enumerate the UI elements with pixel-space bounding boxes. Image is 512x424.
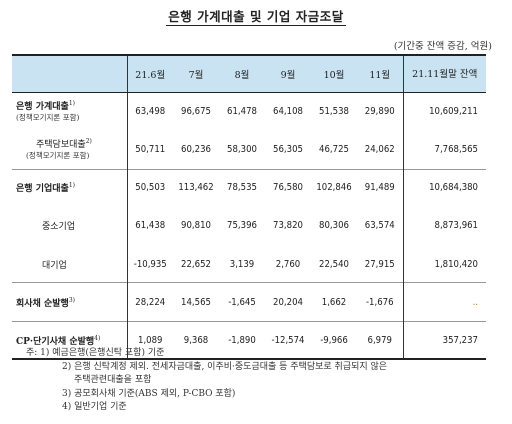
cell-balance: 1,810,420	[402, 246, 486, 283]
cell: 20,204	[265, 282, 311, 322]
unit-note: (기간중 잔액 증감, 억원)	[393, 41, 492, 52]
cell: 1,089	[126, 321, 173, 360]
cell: 63,498	[126, 92, 173, 129]
cell: 61,478	[227, 105, 257, 117]
cell: 96,675	[181, 105, 211, 117]
footnote: 주택관련대출을 포함	[74, 375, 152, 385]
table-row: 은행 기업대출1) 50,503 113,462 78,535 76,580 1…	[12, 169, 486, 204]
cell: 14,565	[173, 282, 219, 322]
cell: 76,580	[265, 169, 311, 204]
cell: 6,979	[357, 321, 403, 360]
row-label: 회사채 순발행3)	[12, 282, 127, 322]
cell-balance: 10,684,380	[402, 169, 486, 204]
cell: 91,489	[357, 169, 403, 204]
cell: -1,645	[219, 282, 265, 322]
row-label: CP·단기사채 순발행4)	[12, 321, 127, 360]
cell: 2,760	[275, 258, 301, 270]
row-label: 대기업	[42, 260, 67, 271]
table-header-row: 21.6월 7월 8월 9월 10월 11월 21.11월말 잔액	[12, 54, 486, 93]
cell-balance: 8,873,961	[402, 204, 486, 246]
cell: -12,574	[265, 321, 311, 360]
cell: 27,915	[364, 258, 395, 270]
cell: 58,300	[227, 143, 257, 155]
table-row: CP·단기사채 순발행4) 1,089 9,368 -1,890 -12,574…	[12, 321, 486, 360]
header-month: 10월	[311, 54, 357, 93]
cell: 73,820	[273, 219, 303, 231]
cell: 80,306	[319, 219, 349, 231]
cell: 28,224	[126, 282, 173, 322]
table-row: 주택담보대출2) (정책모기지론 포함) 50,711 60,236 58,30…	[12, 129, 486, 170]
cell: 22,540	[319, 258, 349, 270]
header-month: 9월	[265, 54, 311, 93]
cell: -1,890	[219, 321, 265, 360]
data-table: 21.6월 7월 8월 9월 10월 11월 21.11월말 잔액 은행 가계대…	[12, 54, 486, 360]
header-month: 8월	[219, 54, 265, 93]
cell: 51,538	[319, 105, 349, 117]
cell: 90,810	[181, 219, 211, 231]
footnote: 2) 은행 신탁계정 제외. 전세자금대출, 이주비·중도금대출 등 주택담보로…	[62, 361, 388, 372]
cell-balance: 7,768,565	[402, 129, 486, 170]
cell-balance: 10,609,211	[402, 92, 486, 129]
cell: 46,725	[319, 143, 349, 155]
cell-balance: 357,237	[402, 321, 486, 360]
table-row: 대기업 -10,935 22,652 3,139 2,760 22,540 27…	[12, 246, 486, 283]
cell: 29,890	[364, 105, 395, 117]
cell: 64,108	[273, 105, 303, 117]
header-month: 21.6월	[126, 54, 173, 93]
row-label: 은행 기업대출1)	[12, 169, 127, 204]
row-label: 중소기업	[42, 221, 76, 232]
cell: 61,438	[126, 204, 173, 246]
cell: -1,676	[357, 282, 403, 322]
cell: 9,368	[173, 321, 219, 360]
cell: 24,062	[364, 143, 395, 155]
page-title: 은행 가계대출 및 기업 자금조달	[166, 9, 346, 26]
footnotes: 주: 1) 예금은행(은행신탁 포함) 기준 2) 은행 신탁계정 제외. 전세…	[26, 347, 388, 415]
cell: 22,652	[181, 258, 211, 270]
cell: 50,711	[126, 129, 173, 170]
cell: 3,139	[229, 258, 255, 270]
header-balance: 21.11월말 잔액	[402, 54, 486, 93]
cell: 60,236	[181, 143, 211, 155]
footnote: 3) 공모회사채 기준(ABS 제외, P-CBO 포함)	[62, 388, 236, 399]
cell: -10,935	[126, 246, 173, 283]
cell: 63,574	[364, 219, 395, 231]
table-row: 은행 가계대출1) (정책모기지론 포함) 63,498 96,675 61,4…	[12, 92, 486, 129]
header-month: 11월	[357, 54, 403, 93]
table-row: 회사채 순발행3) 28,224 14,565 -1,645 20,204 1,…	[12, 282, 486, 322]
cell: 1,662	[311, 282, 357, 322]
cell: 50,503	[126, 169, 173, 204]
footnote: 주: 1) 예금은행(은행신탁 포함) 기준	[26, 348, 165, 358]
header-blank	[12, 54, 127, 93]
cell: 75,396	[227, 219, 257, 231]
row-label: 주택담보대출2) (정책모기지론 포함)	[26, 138, 92, 160]
footnote: 4) 일반기업 기준	[62, 402, 127, 412]
table-row: 중소기업 61,438 90,810 75,396 73,820 80,306 …	[12, 204, 486, 246]
cell: 102,846	[311, 169, 357, 204]
cell: 113,462	[173, 169, 219, 204]
cell: 78,535	[219, 169, 265, 204]
cell: 56,305	[273, 143, 303, 155]
cell: -9,966	[311, 321, 357, 360]
header-month: 7월	[173, 54, 219, 93]
cell-balance: ..	[402, 282, 486, 322]
row-label: 은행 가계대출1) (정책모기지론 포함)	[16, 100, 80, 122]
